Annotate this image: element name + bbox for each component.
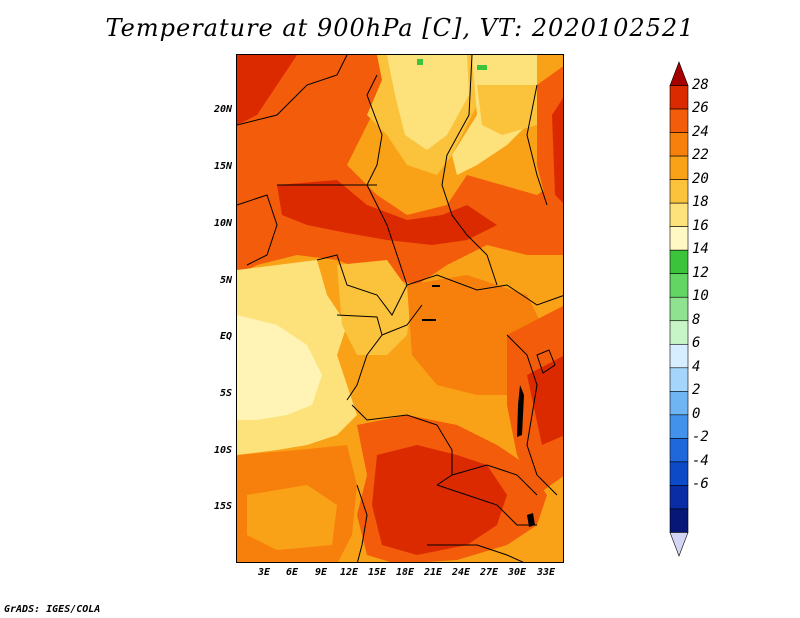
colorbar-segment	[669, 296, 689, 322]
credit-text: GrADS: IGES/COLA	[4, 604, 101, 615]
y-tick-label: 15N	[213, 161, 232, 172]
colorbar-label: 14	[692, 241, 709, 258]
colorbar-label: 16	[692, 217, 709, 234]
colorbar-label: 26	[692, 100, 709, 117]
colorbar-segment	[669, 249, 689, 275]
y-tick-label: 15S	[213, 501, 232, 512]
colorbar-label: 24	[692, 123, 709, 140]
colorbar-label: 4	[692, 358, 701, 375]
colorbar-segment	[669, 320, 689, 345]
colorbar-segment	[669, 367, 689, 392]
x-tick-label: 27E	[479, 567, 499, 578]
y-tick-label: 5N	[219, 275, 232, 286]
colorbar-segment	[669, 61, 689, 86]
colorbar-segment	[669, 132, 689, 157]
colorbar-label: 12	[692, 264, 709, 281]
temperature-map	[236, 54, 564, 563]
colorbar-label: 22	[692, 147, 709, 164]
colorbar-segment	[669, 85, 689, 110]
y-tick-label: 10S	[213, 445, 232, 456]
colorbar-label: -6	[692, 476, 709, 493]
x-tick-label: 3E	[257, 567, 271, 578]
x-tick-label: 33E	[536, 567, 556, 578]
x-tick-label: 6E	[285, 567, 299, 578]
colorbar-segment	[669, 414, 689, 439]
colorbar-label: 2	[692, 382, 701, 399]
colorbar	[669, 61, 689, 557]
colorbar-label: 8	[692, 311, 701, 328]
colorbar-segment	[669, 179, 689, 204]
x-tick-label: 30E	[507, 567, 527, 578]
colorbar-label: 0	[692, 405, 701, 422]
x-tick-label: 15E	[367, 567, 387, 578]
map-title: Temperature at 900hPa [C], VT: 202010252…	[105, 14, 695, 42]
colorbar-label: 28	[692, 76, 709, 93]
colorbar-segment	[669, 226, 689, 251]
colorbar-label: 20	[692, 170, 709, 187]
colorbar-segment	[669, 485, 689, 510]
colorbar-segment	[669, 532, 689, 557]
y-tick-label: 5S	[219, 388, 232, 399]
colorbar-label: 10	[692, 288, 709, 305]
x-tick-label: 18E	[395, 567, 415, 578]
x-tick-label: 12E	[339, 567, 359, 578]
x-tick-label: 24E	[451, 567, 471, 578]
colorbar-segment	[669, 202, 689, 227]
colorbar-segment	[669, 108, 689, 133]
colorbar-segment	[669, 155, 689, 180]
x-tick-label: 21E	[423, 567, 443, 578]
colorbar-label: 6	[692, 335, 701, 352]
x-tick-label: 9E	[314, 567, 328, 578]
colorbar-label: -2	[692, 429, 709, 446]
y-tick-label: 20N	[213, 104, 232, 115]
y-tick-label: EQ	[219, 331, 232, 342]
colorbar-segment	[669, 461, 689, 486]
y-tick-label: 10N	[213, 218, 232, 229]
colorbar-segment	[669, 343, 689, 369]
colorbar-segment	[669, 508, 689, 533]
colorbar-segment	[669, 273, 689, 298]
colorbar-label: 18	[692, 194, 709, 211]
colorbar-segment	[669, 438, 689, 463]
temperature-field	[237, 55, 563, 562]
colorbar-label: -4	[692, 452, 709, 469]
colorbar-segment	[669, 391, 689, 416]
